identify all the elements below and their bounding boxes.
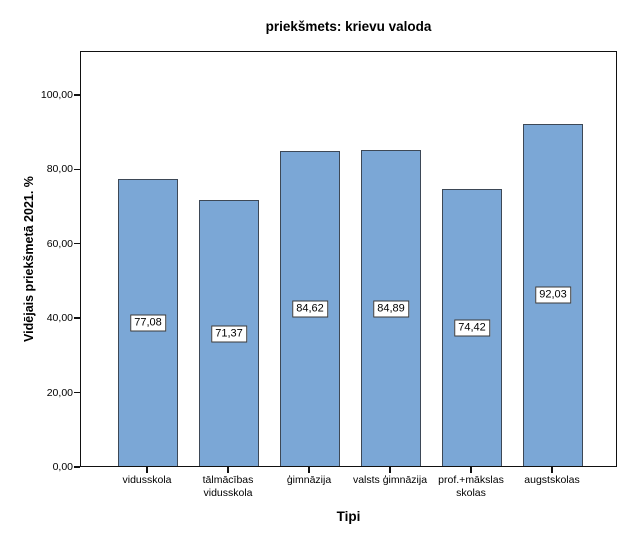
bar: 84,89 [361,150,421,466]
x-tick-mark [470,467,472,473]
plot-area: 77,08 71,37 84,62 84,89 74,42 92,03 [80,51,617,467]
y-tick-label: 20,00 [46,386,73,399]
x-tick-label: valsts ģimnāzija [352,474,428,486]
y-axis-title: Vidējais priekšmetā 2021. % [22,176,36,342]
y-tick-label: 60,00 [46,237,73,250]
x-tick-label: vidusskola [122,474,172,486]
bar: 77,08 [118,179,178,466]
bar-value-label: 71,37 [211,325,247,343]
x-tick-label: tālmācības vidusskola [202,474,254,499]
y-tick-mark [74,242,80,245]
y-tick-mark [74,94,80,96]
y-tick-mark [74,168,80,171]
x-tick-label: ģimnāzija [286,474,332,486]
x-axis-title: Tipi [336,509,361,524]
x-tick-label: augstskolas [524,474,580,486]
bar: 71,37 [199,200,259,466]
bar-value-label: 84,62 [292,300,328,318]
bar: 92,03 [523,123,583,466]
bar-value-label: 84,89 [373,300,409,318]
x-tick-mark [227,467,229,473]
y-tick-mark [74,391,80,394]
x-tick-mark [551,467,553,473]
x-tick-label: prof.+mākslas skolas [438,474,504,499]
y-tick-label: 40,00 [46,312,73,325]
x-tick-mark [308,467,310,473]
x-tick-mark [389,467,391,473]
bar-value-label: 77,08 [130,314,166,332]
x-tick-mark [146,467,148,473]
y-tick-label: 0,00 [52,461,73,473]
chart-title: priekšmets: krievu valoda [265,19,432,34]
bar-value-label: 74,42 [454,319,490,337]
y-tick-label: 100,00 [40,88,73,101]
bar-value-label: 92,03 [535,286,571,304]
y-tick-mark [74,317,80,319]
y-tick-mark [74,466,80,468]
bar: 84,62 [280,151,340,466]
bar: 74,42 [442,189,502,466]
y-tick-label: 80,00 [46,163,73,176]
